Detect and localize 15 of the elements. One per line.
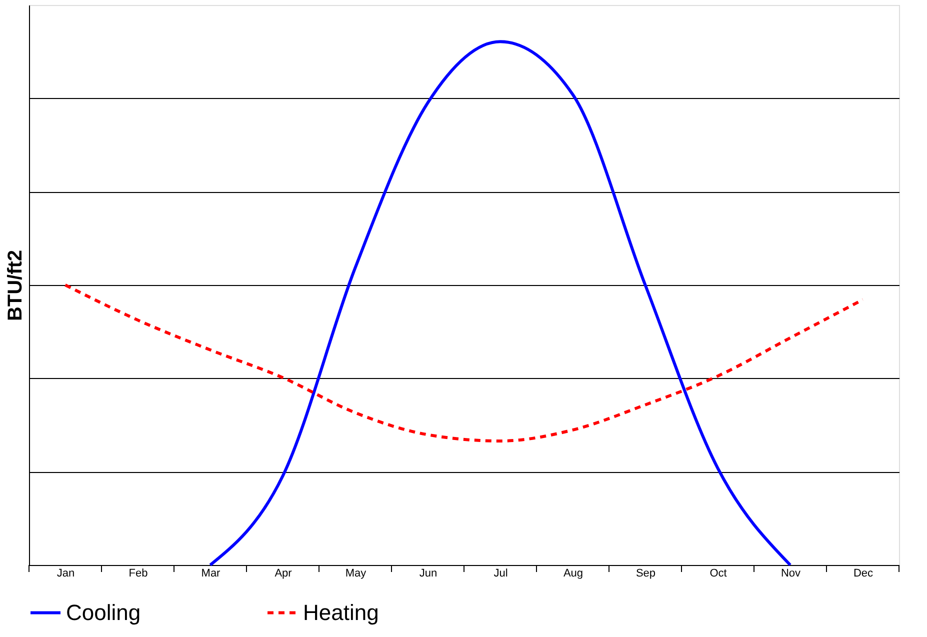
x-tick-label: Aug xyxy=(563,568,584,580)
x-tick-label: Sep xyxy=(636,568,656,580)
x-tick-label: Oct xyxy=(710,568,727,580)
legend-label: Heating xyxy=(303,600,379,625)
legend-label: Cooling xyxy=(66,600,141,625)
x-tick-label: May xyxy=(345,568,367,580)
x-tick-label: Apr xyxy=(274,568,292,580)
x-tick-label: Jan xyxy=(56,568,75,580)
x-tick-label: Jun xyxy=(419,568,438,580)
x-tick-label: Jul xyxy=(494,568,508,580)
y-axis-title: BTU/ft2 xyxy=(4,250,26,322)
x-tick-label: Dec xyxy=(853,568,874,580)
x-tick-label: Feb xyxy=(128,568,148,580)
x-tick-label: Mar xyxy=(201,568,221,580)
x-tick-label: Nov xyxy=(780,568,802,580)
